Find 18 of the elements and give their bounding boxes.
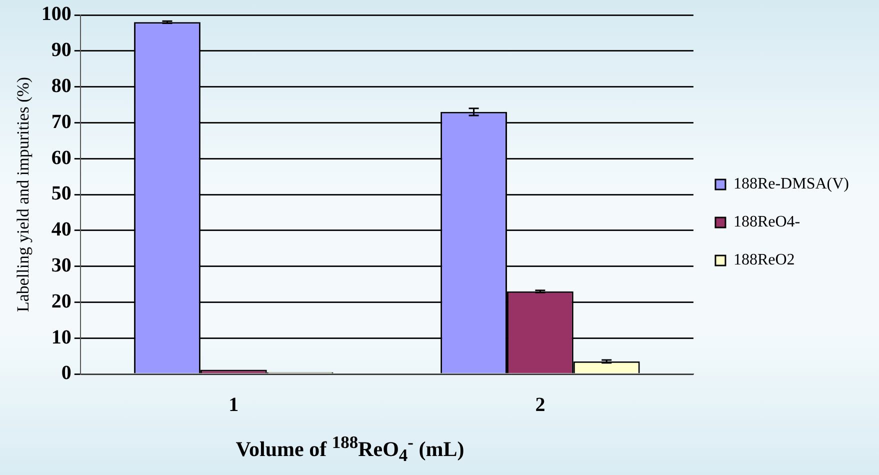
y-tick-label: 20 [51,290,72,312]
y-tick-label: 80 [51,74,72,97]
y-tick-label: 0 [61,362,72,384]
legend-label: 188Re-DMSA(V) [733,176,849,193]
legend-label: 188ReO4- [733,214,800,231]
y-tick-label: 50 [51,182,72,205]
y-tick-label: 10 [51,326,72,348]
y-tick-label: 100 [41,3,72,26]
y-tick-label: 40 [51,218,72,241]
x-tick-label: 1 [228,394,239,416]
y-axis-title: Labelling yield and impurities (%) [14,76,33,312]
y-tick-label: 60 [51,146,72,169]
y-tick-label: 90 [51,39,72,62]
legend-label: 188ReO2 [733,252,795,269]
y-tick-label: 70 [51,110,72,133]
x-axis-title: Volume of $^{188}$ReO$_{4}$$^{-}$ (mL) [234,432,466,466]
x-tick-label: 2 [535,394,546,416]
y-tick-label: 30 [51,254,72,276]
